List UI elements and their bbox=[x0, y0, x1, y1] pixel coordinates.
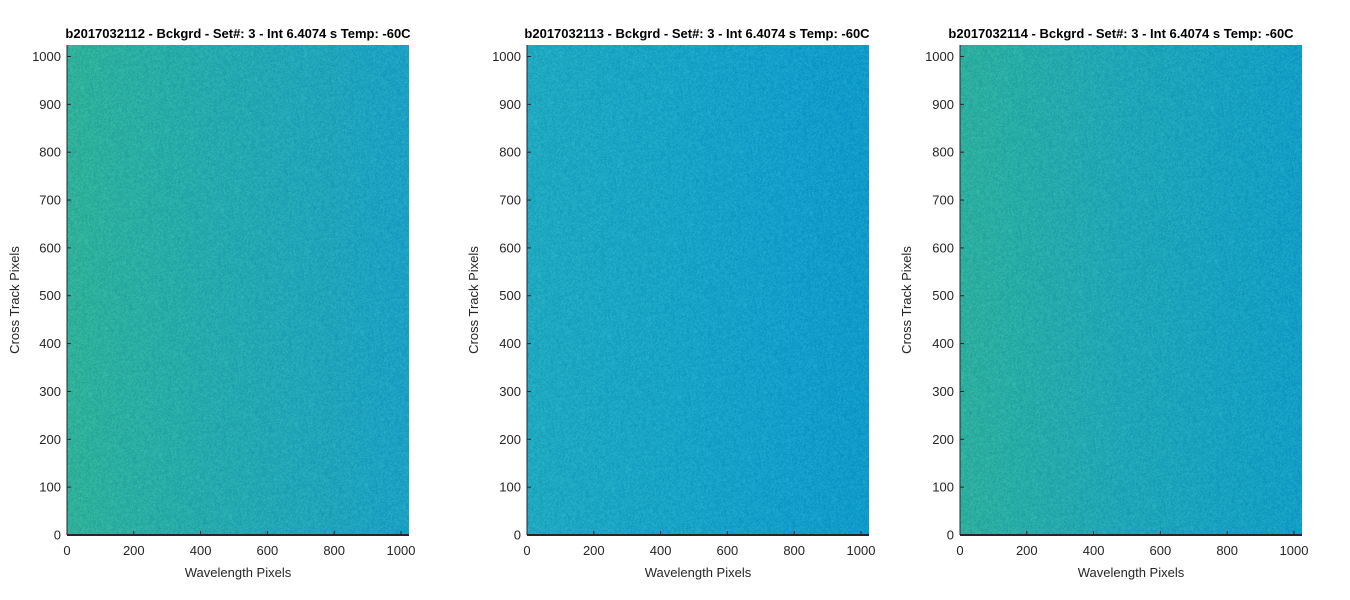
y-tick-label: 700 bbox=[932, 193, 954, 208]
y-tick-label: 200 bbox=[499, 432, 521, 447]
y-tick-label: 500 bbox=[39, 288, 61, 303]
y-tick-label: 0 bbox=[947, 528, 954, 543]
heatmap-image bbox=[960, 45, 1302, 535]
y-axis-label: Cross Track Pixels bbox=[466, 246, 481, 354]
x-axis-label: Wavelength Pixels bbox=[645, 565, 752, 580]
chart-title: b2017032112 - Bckgrd - Set#: 3 - Int 6.4… bbox=[65, 26, 411, 41]
axes: 0 200 400 600 800 1000 0 100 200 300 400 500 600 700 8… bbox=[899, 45, 1309, 580]
chart-title: b2017032114 - Bckgrd - Set#: 3 - Int 6.4… bbox=[948, 26, 1294, 41]
y-tick-label: 700 bbox=[499, 193, 521, 208]
chart-title: b2017032113 - Bckgrd - Set#: 3 - Int 6.4… bbox=[524, 26, 870, 41]
x-tick-label: 400 bbox=[1083, 543, 1105, 558]
y-tick-label: 400 bbox=[499, 336, 521, 351]
heatmap-image bbox=[67, 45, 409, 535]
y-tick-label: 300 bbox=[39, 384, 61, 399]
y-axis-label: Cross Track Pixels bbox=[7, 246, 22, 354]
y-tick-label: 400 bbox=[39, 336, 61, 351]
y-tick-label: 1000 bbox=[925, 49, 954, 64]
x-tick-label: 400 bbox=[190, 543, 212, 558]
x-tick-label: 200 bbox=[583, 543, 605, 558]
y-tick-label: 100 bbox=[39, 480, 61, 495]
y-tick-label: 0 bbox=[514, 528, 521, 543]
y-tick-label: 900 bbox=[39, 97, 61, 112]
axes: 0 200 400 600 800 1000 0 100 200 300 400 500 600 700 8… bbox=[7, 45, 416, 580]
chart-panel-3: b2017032114 - Bckgrd - Set#: 3 - Int 6.4… bbox=[892, 0, 1350, 600]
plot-area bbox=[527, 45, 869, 535]
x-tick-label: 800 bbox=[783, 543, 805, 558]
x-tick-label: 200 bbox=[123, 543, 145, 558]
x-tick-label: 0 bbox=[523, 543, 530, 558]
y-tick-label: 1000 bbox=[32, 49, 61, 64]
heatmap-image bbox=[527, 45, 869, 535]
y-tick-label: 200 bbox=[932, 432, 954, 447]
y-tick-label: 100 bbox=[932, 480, 954, 495]
x-tick-label: 0 bbox=[63, 543, 70, 558]
y-tick-label: 900 bbox=[499, 97, 521, 112]
y-tick-label: 500 bbox=[499, 288, 521, 303]
y-tick-label: 500 bbox=[932, 288, 954, 303]
y-tick-label: 800 bbox=[499, 145, 521, 160]
y-tick-label: 600 bbox=[932, 240, 954, 255]
y-tick-label: 0 bbox=[54, 528, 61, 543]
y-axis-label: Cross Track Pixels bbox=[899, 246, 914, 354]
x-tick-label: 1000 bbox=[847, 543, 876, 558]
x-tick-label: 1000 bbox=[387, 543, 416, 558]
x-tick-label: 800 bbox=[323, 543, 345, 558]
y-tick-label: 900 bbox=[932, 97, 954, 112]
y-tick-label: 300 bbox=[499, 384, 521, 399]
x-tick-label: 600 bbox=[717, 543, 739, 558]
chart-panel-1: b2017032112 - Bckgrd - Set#: 3 - Int 6.4… bbox=[0, 0, 476, 600]
plot-area bbox=[960, 45, 1302, 535]
y-tick-label: 400 bbox=[932, 336, 954, 351]
y-tick-label: 800 bbox=[39, 145, 61, 160]
y-tick-label: 600 bbox=[39, 240, 61, 255]
x-tick-label: 0 bbox=[956, 543, 963, 558]
y-tick-label: 600 bbox=[499, 240, 521, 255]
y-tick-label: 700 bbox=[39, 193, 61, 208]
x-tick-label: 1000 bbox=[1280, 543, 1309, 558]
x-tick-label: 800 bbox=[1216, 543, 1238, 558]
y-tick-label: 200 bbox=[39, 432, 61, 447]
chart-panel-2: b2017032113 - Bckgrd - Set#: 3 - Int 6.4… bbox=[459, 0, 935, 600]
x-tick-label: 200 bbox=[1016, 543, 1038, 558]
x-tick-label: 600 bbox=[257, 543, 279, 558]
y-tick-label: 300 bbox=[932, 384, 954, 399]
axes: 0 200 400 600 800 1000 0 100 200 300 400 500 600 700 8… bbox=[466, 45, 876, 580]
x-tick-label: 400 bbox=[650, 543, 672, 558]
x-axis-label: Wavelength Pixels bbox=[185, 565, 292, 580]
x-axis-label: Wavelength Pixels bbox=[1078, 565, 1185, 580]
plot-area bbox=[67, 45, 409, 535]
y-tick-label: 800 bbox=[932, 145, 954, 160]
y-tick-label: 100 bbox=[499, 480, 521, 495]
x-tick-label: 600 bbox=[1150, 543, 1172, 558]
y-tick-label: 1000 bbox=[492, 49, 521, 64]
